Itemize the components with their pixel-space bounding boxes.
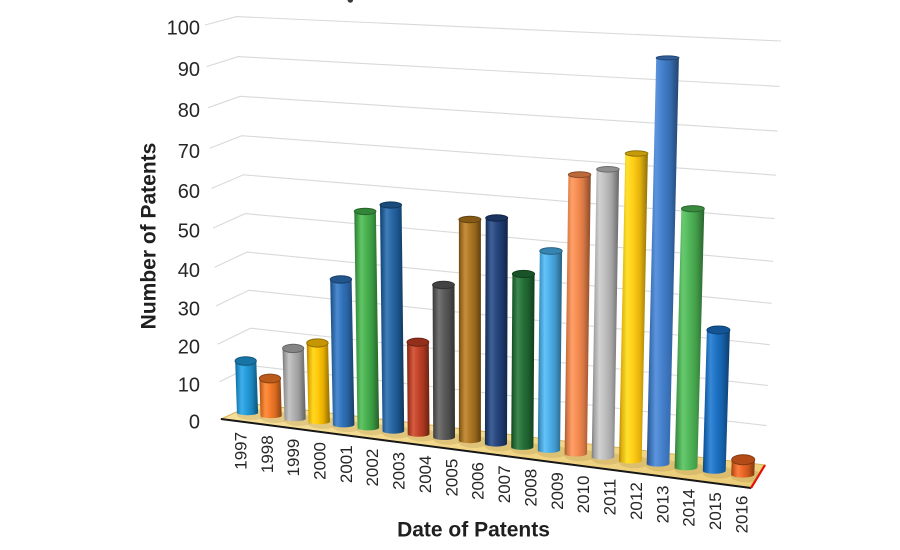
svg-text:2005: 2005 (442, 459, 461, 497)
svg-text:40: 40 (178, 260, 200, 282)
svg-text:70: 70 (178, 141, 200, 163)
svg-text:1999: 1999 (284, 439, 303, 477)
svg-text:2001: 2001 (337, 445, 356, 483)
svg-text:2004: 2004 (416, 455, 435, 493)
svg-text:90: 90 (178, 59, 200, 81)
svg-text:2002: 2002 (363, 449, 382, 487)
svg-text:2015: 2015 (706, 492, 725, 530)
svg-text:2012: 2012 (627, 482, 646, 520)
svg-text:2006: 2006 (469, 462, 488, 500)
svg-text:30: 30 (178, 298, 200, 320)
svg-text:80: 80 (178, 100, 200, 122)
svg-text:60: 60 (178, 181, 200, 203)
svg-text:2016: 2016 (732, 496, 751, 534)
svg-text:2011: 2011 (601, 479, 620, 516)
svg-text:2013: 2013 (653, 486, 672, 524)
svg-text:100: 100 (167, 18, 200, 40)
svg-text:2007: 2007 (495, 465, 514, 503)
svg-text:20: 20 (178, 337, 200, 359)
svg-text:50: 50 (178, 221, 200, 243)
svg-text:2014: 2014 (680, 489, 699, 527)
svg-text:Number of Patents: Number of Patents (138, 143, 161, 330)
svg-text:2003: 2003 (390, 452, 409, 490)
svg-text:10: 10 (178, 374, 200, 396)
svg-text:2000: 2000 (311, 442, 330, 480)
svg-text:2008: 2008 (522, 469, 541, 507)
svg-text:Date of Patents: Date of Patents (397, 519, 550, 542)
svg-text:2010: 2010 (574, 476, 593, 514)
svg-text:1998: 1998 (258, 435, 277, 473)
svg-text:1997: 1997 (231, 432, 250, 470)
svg-text:0: 0 (189, 412, 200, 434)
svg-text:2009: 2009 (548, 472, 567, 510)
